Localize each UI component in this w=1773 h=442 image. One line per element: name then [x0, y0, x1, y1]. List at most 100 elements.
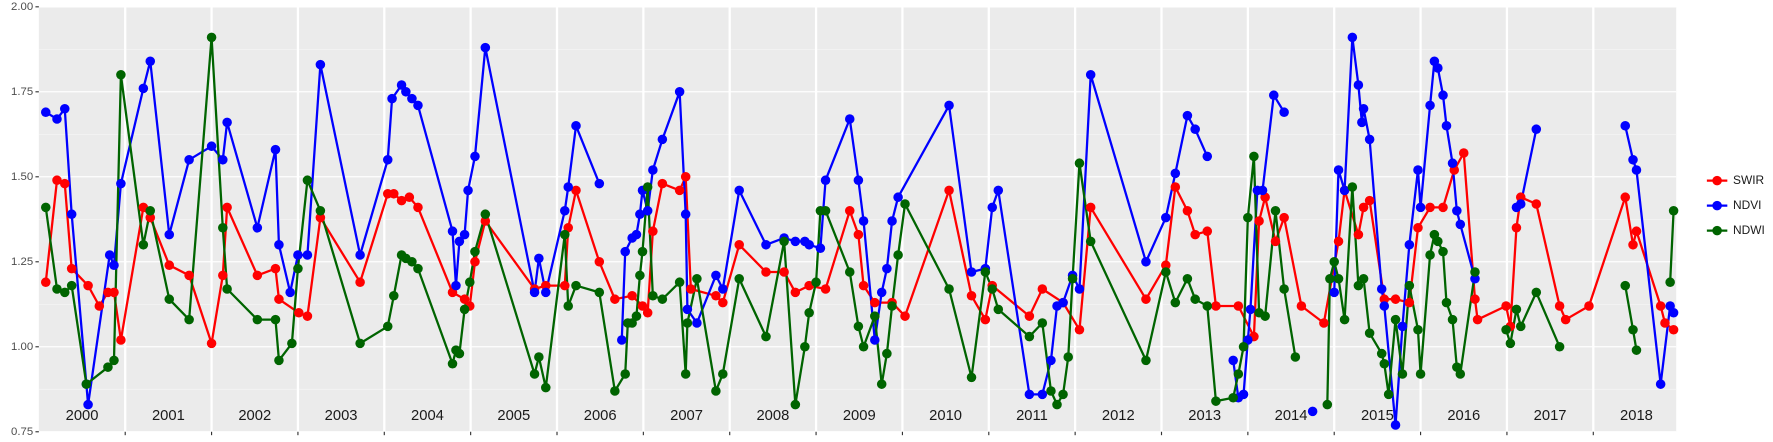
data-point [761, 267, 771, 277]
data-point [1379, 294, 1390, 304]
data-point [563, 301, 574, 311]
data-point [59, 287, 70, 298]
data-point [541, 382, 551, 393]
data-point [1447, 314, 1458, 325]
data-point [413, 263, 423, 274]
data-point [407, 257, 417, 267]
data-point [1433, 63, 1443, 73]
data-point [635, 209, 645, 219]
data-point [294, 308, 304, 318]
data-point [1505, 338, 1516, 349]
data-point [711, 386, 721, 396]
axes: 0.75 1.00 1.25 1.50 1.75 2.00 2000 2001 2002 2003… [11, 1, 1653, 438]
data-point [413, 202, 423, 213]
data-point [1470, 294, 1480, 304]
x-tick-label: 2016 [1447, 408, 1480, 424]
data-point [1452, 206, 1462, 216]
data-point [1353, 229, 1364, 240]
data-point [1024, 389, 1035, 400]
data-point [1425, 202, 1435, 213]
data-point [680, 209, 691, 219]
data-point [680, 369, 691, 379]
data-point [274, 355, 284, 366]
data-point [1170, 297, 1181, 308]
data-point [790, 399, 801, 410]
data-point [270, 144, 281, 155]
data-point [355, 338, 365, 349]
data-point [413, 100, 423, 111]
data-point [1279, 212, 1289, 223]
data-point [1620, 121, 1631, 131]
data-point [1141, 355, 1151, 366]
data-point [642, 182, 653, 192]
data-point [1333, 236, 1344, 247]
data-point [1455, 219, 1466, 230]
data-point [1628, 325, 1638, 335]
data-point [1074, 325, 1085, 335]
data-point [1415, 202, 1426, 213]
data-point [184, 155, 194, 165]
x-tick-label: 2008 [756, 408, 789, 424]
data-point [1067, 274, 1078, 284]
data-point [820, 206, 831, 216]
data-point [459, 294, 470, 304]
data-point [1364, 195, 1375, 206]
data-point [779, 236, 789, 247]
data-point [648, 291, 658, 301]
data-point [382, 321, 393, 332]
data-point [657, 294, 668, 304]
data-point [560, 206, 570, 216]
data-point [594, 287, 605, 298]
data-point [1170, 182, 1181, 192]
data-point [1438, 246, 1448, 257]
data-point [820, 284, 831, 294]
data-point [711, 270, 721, 281]
data-point [1333, 274, 1344, 284]
data-point [1668, 325, 1679, 335]
data-point [1390, 314, 1401, 325]
data-point [206, 141, 217, 151]
data-point [674, 185, 685, 196]
data-point [1279, 107, 1289, 117]
legend-label: NDWI [1733, 223, 1765, 237]
data-point [206, 32, 217, 43]
data-point [1390, 420, 1401, 430]
data-point [1397, 321, 1408, 332]
data-point [302, 175, 313, 185]
data-point [1245, 304, 1256, 315]
data-point [1074, 158, 1085, 168]
data-point [734, 185, 744, 196]
data-point [635, 270, 645, 281]
legend-label: NDVI [1733, 198, 1761, 212]
data-point [1357, 117, 1367, 128]
data-point [480, 216, 491, 226]
data-point [396, 80, 407, 90]
data-point [1233, 369, 1244, 379]
data-point [844, 267, 855, 277]
data-point [52, 114, 62, 124]
data-point [1170, 168, 1181, 179]
data-point [980, 267, 991, 277]
data-point [790, 236, 801, 247]
data-point [389, 189, 399, 199]
data-point [1238, 342, 1249, 352]
data-point [1329, 257, 1339, 267]
data-point [451, 280, 461, 291]
data-point [1470, 267, 1480, 277]
data-point [853, 175, 864, 185]
data-point [858, 342, 869, 352]
data-point [1347, 32, 1358, 43]
data-point [529, 369, 540, 379]
x-tick-label: 2018 [1620, 408, 1653, 424]
data-point [355, 277, 365, 287]
data-point [1364, 328, 1375, 338]
data-point [463, 185, 473, 196]
data-point [355, 250, 365, 260]
data-point [59, 178, 70, 189]
data-point [1620, 192, 1631, 202]
data-point [109, 355, 119, 366]
data-point [83, 399, 93, 410]
data-point [1254, 216, 1264, 226]
data-point [218, 155, 228, 165]
data-point [1322, 399, 1333, 410]
